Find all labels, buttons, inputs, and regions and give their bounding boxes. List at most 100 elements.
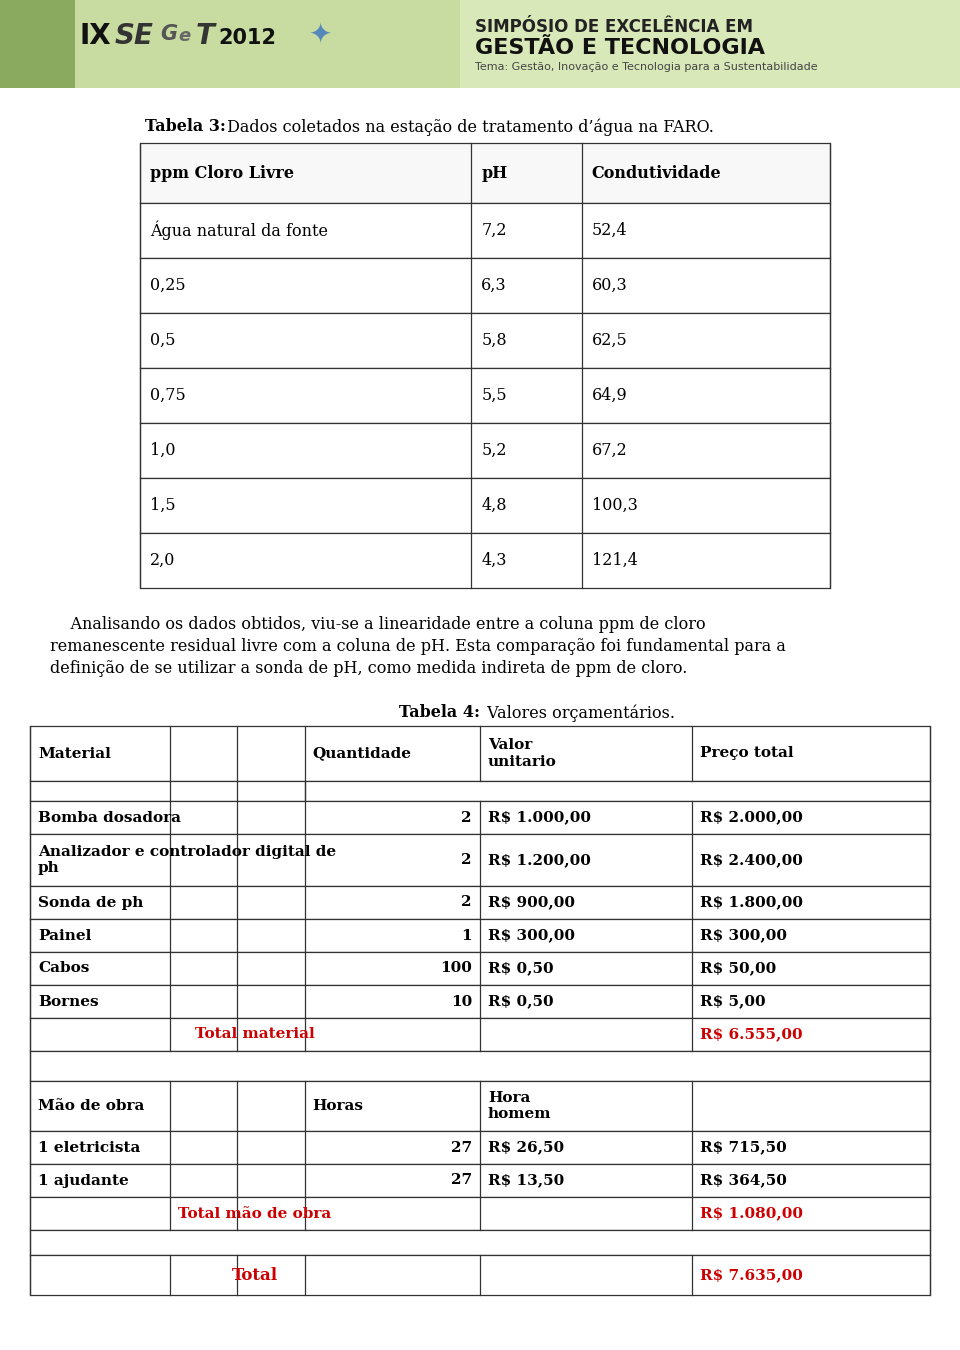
Text: 1 eletricista: 1 eletricista [38,1141,140,1154]
Text: remanescente residual livre com a coluna de pH. Esta comparação foi fundamental : remanescente residual livre com a coluna… [50,639,786,655]
Text: 2,0: 2,0 [150,552,176,568]
Bar [460,0,960,88]
Text: Cabos: Cabos [38,961,89,976]
Text: R$ 13,50: R$ 13,50 [488,1173,564,1188]
Text: Total mão de obra: Total mão de obra [179,1207,331,1220]
Bar [30,952,930,986]
Bar [30,801,930,834]
Text: R$ 50,00: R$ 50,00 [700,961,776,976]
Bar [30,726,930,782]
Text: Material: Material [38,747,110,760]
Text: 62,5: 62,5 [591,332,627,350]
Text: 1 ajudante: 1 ajudante [38,1173,129,1188]
Text: Bomba dosadora: Bomba dosadora [38,810,181,825]
Bar [30,986,930,1018]
Text: 10: 10 [451,995,472,1008]
Text: R$ 0,50: R$ 0,50 [488,995,554,1008]
Bar [140,313,830,369]
Text: Tabela 4:: Tabela 4: [399,703,480,721]
Text: Bornes: Bornes [38,995,99,1008]
Bar [0,0,960,88]
Text: R$ 900,00: R$ 900,00 [488,895,575,910]
Text: Total material: Total material [195,1027,315,1041]
Text: Sonda de ph: Sonda de ph [38,895,143,910]
Text: 100: 100 [440,961,472,976]
Text: 7,2: 7,2 [481,221,507,239]
Bar [30,1131,930,1164]
Text: R$ 300,00: R$ 300,00 [700,929,786,942]
Text: 0,75: 0,75 [150,387,185,404]
Text: 27: 27 [451,1141,472,1154]
Text: R$ 0,50: R$ 0,50 [488,961,554,976]
Text: Total: Total [232,1266,278,1284]
Text: IX: IX [80,22,111,50]
Bar [30,1197,930,1230]
Text: R$ 2.000,00: R$ 2.000,00 [700,810,803,825]
Text: Valor
unitario: Valor unitario [488,738,557,768]
Text: 52,4: 52,4 [591,221,627,239]
Bar [140,533,830,589]
Text: definição de se utilizar a sonda de pH, como medida indireta de ppm de cloro.: definição de se utilizar a sonda de pH, … [50,660,687,676]
Bar [30,1230,930,1256]
Bar [30,1018,930,1052]
Text: Analisando os dados obtidos, viu-se a linearidade entre a coluna ppm de cloro: Analisando os dados obtidos, viu-se a li… [50,616,706,633]
Text: R$ 5,00: R$ 5,00 [700,995,765,1008]
Bar [140,478,830,533]
Text: 60,3: 60,3 [591,277,627,294]
Text: R$ 26,50: R$ 26,50 [488,1141,564,1154]
Bar [140,258,830,313]
Text: 5,5: 5,5 [481,387,507,404]
Bar [30,1164,930,1197]
Text: R$ 1.200,00: R$ 1.200,00 [488,853,590,867]
Text: 6,3: 6,3 [481,277,507,294]
Bar [140,143,830,202]
Text: 121,4: 121,4 [591,552,637,568]
Text: Painel: Painel [38,929,91,942]
Text: R$ 1.800,00: R$ 1.800,00 [700,895,803,910]
Text: Analizador e controlador digital de
ph: Analizador e controlador digital de ph [38,845,336,875]
Text: 1,5: 1,5 [150,497,176,514]
Text: pH: pH [481,165,508,181]
Text: R$ 715,50: R$ 715,50 [700,1141,786,1154]
Text: Mão de obra: Mão de obra [38,1099,144,1112]
Text: SIMPÓSIO DE EXCELÊNCIA EM: SIMPÓSIO DE EXCELÊNCIA EM [475,18,753,36]
Text: Dados coletados na estação de tratamento d’água na FARO.: Dados coletados na estação de tratamento… [222,117,714,135]
Text: T: T [196,22,215,50]
Text: R$ 7.635,00: R$ 7.635,00 [700,1268,803,1282]
Text: 100,3: 100,3 [591,497,637,514]
Text: 5,8: 5,8 [481,332,507,350]
Text: G: G [160,24,178,45]
Text: Tema: Gestão, Inovação e Tecnologia para a Sustentabilidade: Tema: Gestão, Inovação e Tecnologia para… [475,62,818,72]
Text: 1: 1 [462,929,472,942]
Text: R$ 1.080,00: R$ 1.080,00 [700,1207,803,1220]
Text: Hora
homem: Hora homem [488,1091,551,1120]
Text: e: e [178,27,190,45]
Text: Valores orçamentários.: Valores orçamentários. [482,703,675,721]
Bar [140,202,830,258]
Bar [140,423,830,478]
Text: Quantidade: Quantidade [313,747,412,760]
Text: 0,25: 0,25 [150,277,185,294]
Text: Horas: Horas [313,1099,364,1112]
Text: Condutividade: Condutividade [591,165,721,181]
Text: R$ 300,00: R$ 300,00 [488,929,575,942]
Text: 5,2: 5,2 [481,441,507,459]
Text: R$ 6.555,00: R$ 6.555,00 [700,1027,803,1041]
Text: 1,0: 1,0 [150,441,176,459]
Text: SE: SE [115,22,154,50]
Text: Água natural da fonte: Água natural da fonte [150,221,328,240]
Text: ✦: ✦ [308,20,331,49]
Bar [30,782,930,801]
Text: 27: 27 [451,1173,472,1188]
Bar [0,0,75,88]
Text: R$ 1.000,00: R$ 1.000,00 [488,810,591,825]
Text: Tabela 3:: Tabela 3: [145,117,226,135]
Text: 4,3: 4,3 [481,552,507,568]
Text: R$ 364,50: R$ 364,50 [700,1173,786,1188]
Bar [30,1081,930,1131]
Text: ppm Cloro Livre: ppm Cloro Livre [150,165,294,181]
Text: 67,2: 67,2 [591,441,627,459]
Text: 2: 2 [462,895,472,910]
Bar [30,919,930,952]
Text: 0,5: 0,5 [150,332,176,350]
